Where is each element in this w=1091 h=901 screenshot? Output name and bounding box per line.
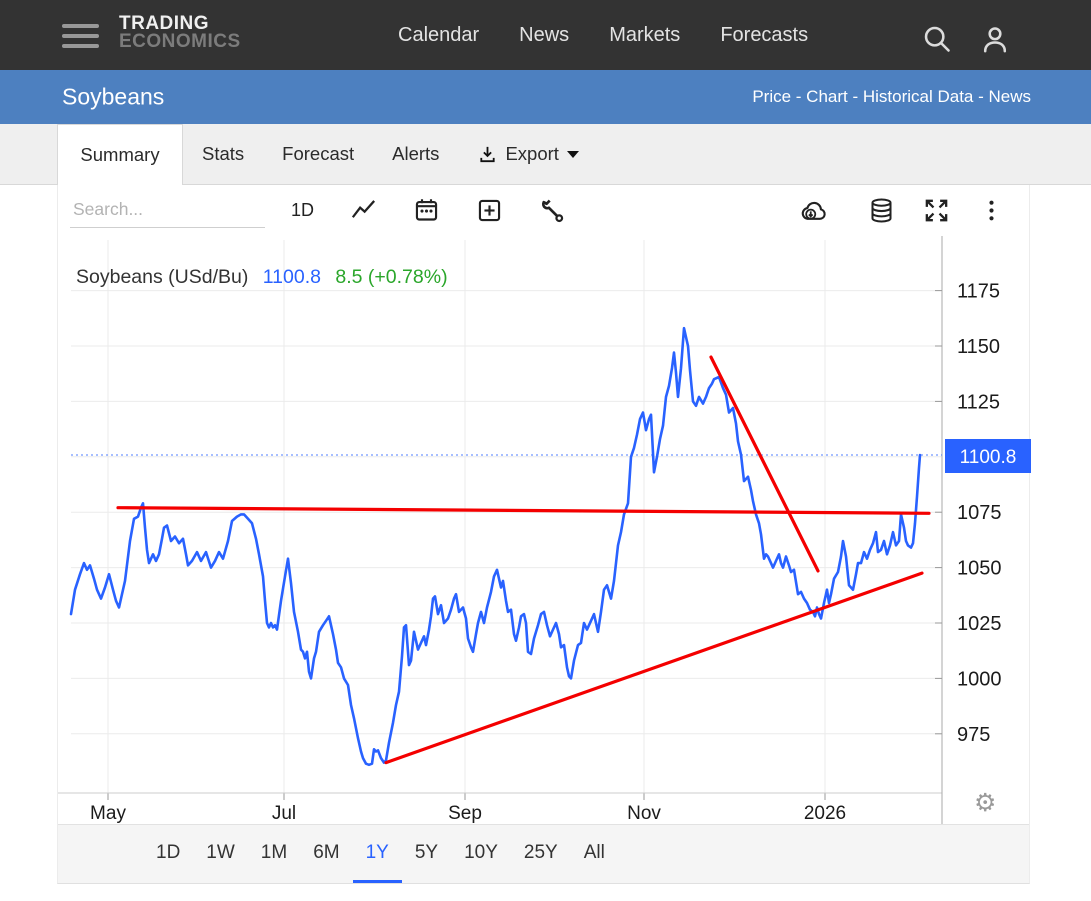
range-option-5y[interactable]: 5Y — [414, 841, 439, 863]
y-tick-label: 1150 — [957, 336, 1000, 358]
chart-widget: 1D — [57, 185, 1031, 884]
x-tick-label: Jul — [272, 803, 296, 824]
subheader-links[interactable]: Price - Chart - Historical Data - News — [752, 87, 1031, 106]
drawing-tools-icon[interactable] — [539, 197, 566, 224]
chart-series-name: Soybeans (USd/Bu) — [76, 266, 249, 288]
logo-line2: ECONOMICS — [119, 31, 241, 52]
range-option-25y[interactable]: 25Y — [523, 841, 558, 863]
range-option-1d[interactable]: 1D — [156, 841, 181, 863]
y-tick-label: 1050 — [957, 558, 1002, 580]
more-options-icon[interactable] — [979, 197, 1004, 224]
search-icon[interactable] — [922, 24, 952, 54]
top-header: TRADING ECONOMICS Calendar News Markets … — [0, 0, 1091, 70]
trading-economics-logo[interactable]: TRADING ECONOMICS — [119, 14, 241, 51]
x-tick-label: Sep — [448, 803, 482, 824]
cloud-download-icon[interactable] — [798, 197, 829, 224]
y-tick-label: 975 — [957, 724, 990, 746]
x-tick-label: Nov — [627, 803, 661, 824]
chart-last-price: 1100.8 — [262, 266, 321, 288]
line-style-icon[interactable] — [350, 197, 377, 224]
tab-summary[interactable]: Summary — [57, 124, 183, 185]
user-account-icon[interactable] — [980, 24, 1010, 54]
range-option-1w[interactable]: 1W — [206, 841, 235, 863]
price-badge-label: 1100.8 — [960, 447, 1017, 468]
nav-item-calendar[interactable]: Calendar — [398, 23, 480, 46]
nav-item-markets[interactable]: Markets — [609, 23, 681, 46]
tab-export[interactable]: Export — [458, 124, 597, 184]
price-series-line — [69, 326, 922, 767]
fullscreen-icon[interactable] — [922, 196, 951, 225]
section-tabs: Summary Stats Forecast Alerts Export — [0, 124, 1091, 185]
price-chart-svg[interactable]: May Jul Sep Nov 2026 1175 1150 1125 1075 1050 1025… — [58, 235, 1031, 825]
chart-settings-gear-icon[interactable]: ⚙ — [974, 789, 997, 817]
nav-item-news[interactable]: News — [519, 23, 570, 46]
range-option-all[interactable]: All — [583, 841, 605, 863]
y-tick-label: 1075 — [957, 502, 1002, 524]
y-tick-label: 1000 — [957, 668, 1002, 690]
chart-change: 8.5 (+0.78%) — [335, 266, 448, 288]
y-tick-label: 1025 — [957, 613, 1002, 635]
trendline — [384, 571, 924, 765]
chart-toolbar: 1D — [58, 185, 1029, 235]
range-option-10y[interactable]: 10Y — [464, 841, 498, 863]
chart-toolbar-right — [798, 185, 1004, 235]
chart-legend: Soybeans (USd/Bu) 1100.8 8.5 (+0.78%) — [76, 266, 448, 289]
range-selector: 1D 1W 1M 6M 1Y 5Y 10Y 25Y All — [58, 824, 1029, 883]
tab-alerts[interactable]: Alerts — [392, 143, 440, 164]
page-title: Soybeans — [62, 83, 165, 110]
instrument-subheader: Soybeans Price - Chart - Historical Data… — [0, 70, 1091, 124]
trendline — [116, 506, 931, 515]
logo-line1: TRADING — [119, 13, 210, 34]
y-tick-label: 1125 — [957, 391, 1000, 413]
y-tick-label: 1175 — [957, 281, 1000, 303]
range-option-1y[interactable]: 1Y — [352, 825, 402, 883]
range-option-6m[interactable]: 6M — [313, 841, 340, 863]
x-tick-label: 2026 — [804, 803, 846, 824]
add-compare-icon[interactable] — [476, 197, 503, 224]
download-icon — [477, 144, 498, 165]
database-icon[interactable] — [868, 197, 895, 224]
price-badge — [945, 439, 1031, 473]
x-tick-label: May — [90, 803, 126, 824]
tab-stats[interactable]: Stats — [202, 143, 245, 164]
nav-item-forecasts[interactable]: Forecasts — [720, 23, 809, 46]
interval-selector[interactable]: 1D — [291, 199, 315, 220]
trendline — [709, 355, 820, 573]
top-navigation: Calendar News Markets Forecasts — [398, 0, 808, 70]
hamburger-menu-icon[interactable] — [62, 24, 99, 55]
calendar-icon[interactable] — [413, 197, 440, 224]
symbol-search-input[interactable] — [70, 192, 265, 228]
chevron-down-icon — [566, 150, 579, 158]
range-option-1m[interactable]: 1M — [260, 841, 288, 863]
tab-forecast[interactable]: Forecast — [282, 143, 355, 164]
